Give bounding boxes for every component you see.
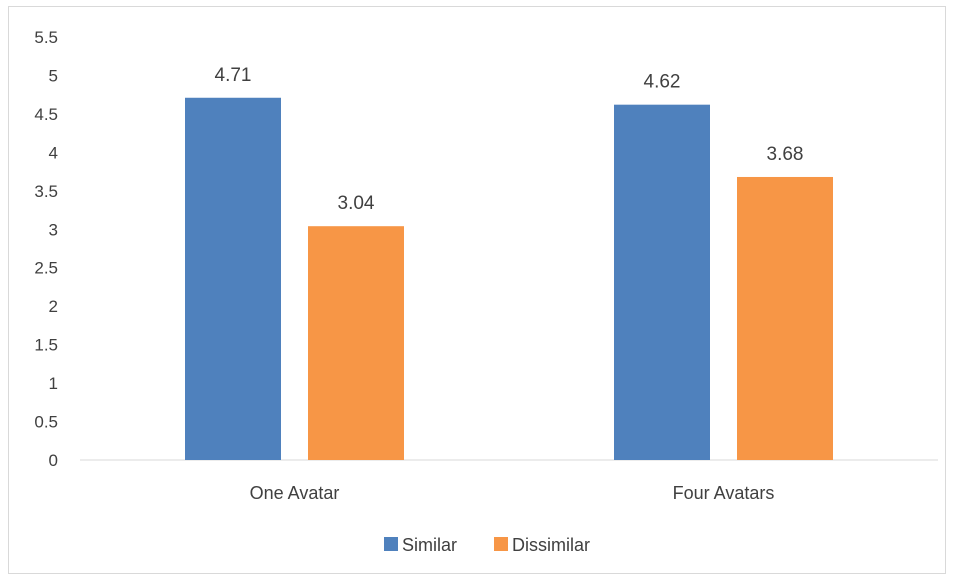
y-tick-label: 2 <box>49 297 58 316</box>
legend-swatch-dissimilar <box>494 537 508 551</box>
legend-label-dissimilar: Dissimilar <box>512 535 590 555</box>
bar-similar-four-avatars <box>614 104 710 461</box>
legend-swatch-similar <box>384 537 398 551</box>
y-tick-label: 4 <box>49 143 58 162</box>
bars <box>185 97 833 461</box>
y-tick-label: 5 <box>49 66 58 85</box>
data-label: 4.62 <box>644 72 681 93</box>
y-tick-label: 5.5 <box>34 28 58 47</box>
data-label: 4.71 <box>215 65 252 86</box>
y-tick-label: 3.5 <box>34 182 58 201</box>
bar-dissimilar-four-avatars <box>737 176 833 460</box>
y-tick-label: 0 <box>49 451 58 470</box>
data-label: 3.68 <box>767 144 804 165</box>
x-tick-label: Four Avatars <box>673 483 775 503</box>
x-axis-labels: One Avatar Four Avatars <box>250 483 775 503</box>
y-tick-label: 2.5 <box>34 259 58 278</box>
y-tick-label: 1 <box>49 374 58 393</box>
legend: Similar Dissimilar <box>384 535 590 555</box>
legend-label-similar: Similar <box>402 535 457 555</box>
y-tick-label: 3 <box>49 220 58 239</box>
data-label: 3.04 <box>338 193 375 214</box>
bar-similar-one-avatar <box>185 97 281 460</box>
y-tick-label: 0.5 <box>34 413 58 432</box>
y-tick-label: 4.5 <box>34 105 58 124</box>
data-labels: 4.71 3.04 4.62 3.68 <box>215 65 804 214</box>
y-tick-label: 1.5 <box>34 336 58 355</box>
bar-dissimilar-one-avatar <box>308 226 404 460</box>
y-axis-ticks: 0 0.5 1 1.5 2 2.5 3 3.5 4 4.5 5 5.5 <box>34 28 58 470</box>
x-tick-label: One Avatar <box>250 483 340 503</box>
